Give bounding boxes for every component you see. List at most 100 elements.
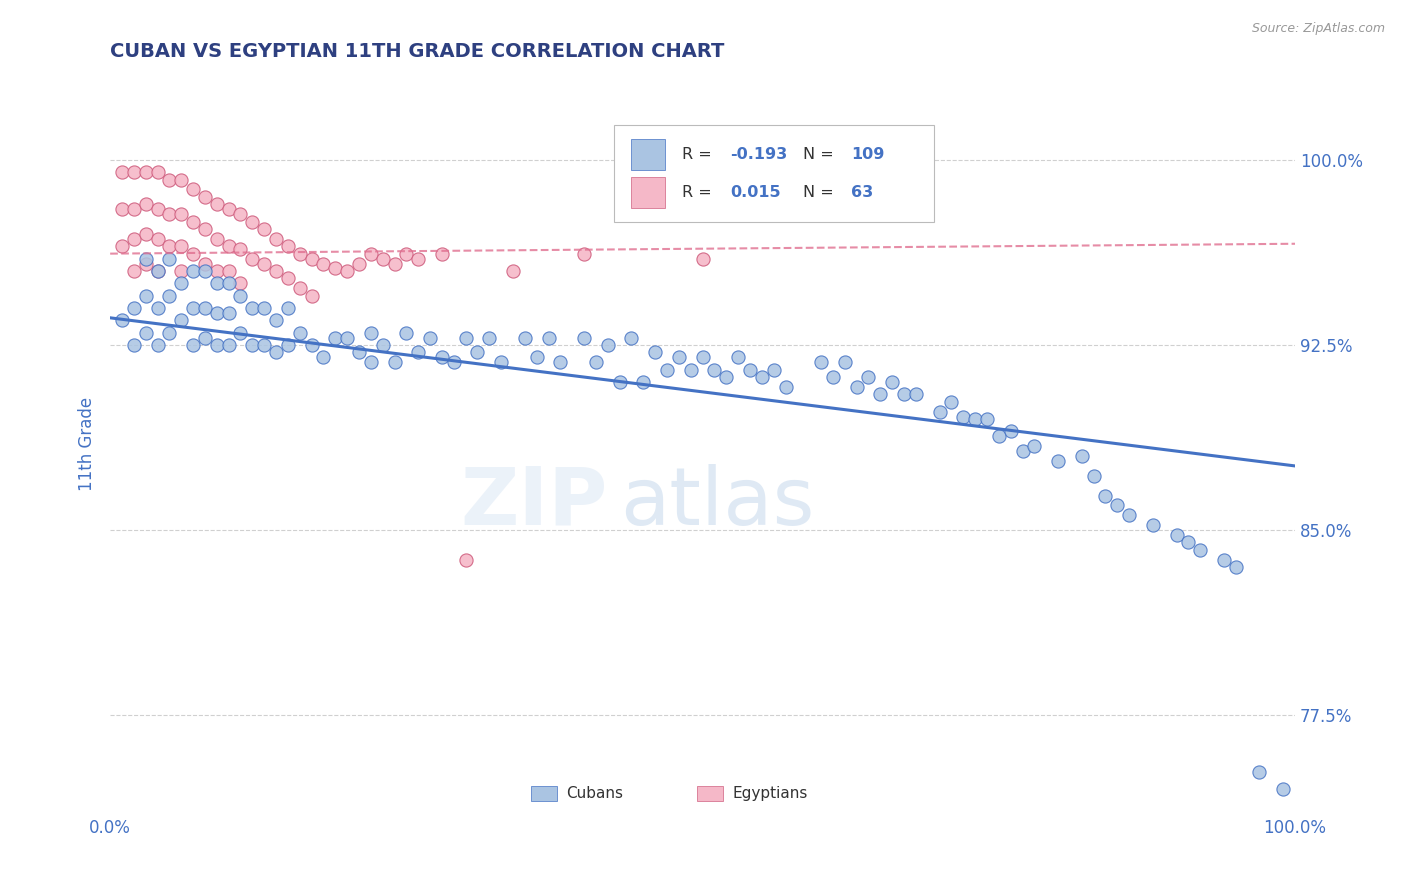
Point <box>122 338 145 352</box>
Point <box>965 412 987 426</box>
Point <box>157 326 180 340</box>
Point <box>122 232 145 246</box>
Point <box>181 338 204 352</box>
Point <box>122 165 145 179</box>
Point <box>157 239 180 253</box>
Point <box>360 355 382 369</box>
Point <box>135 165 157 179</box>
Point <box>194 330 217 344</box>
Point <box>1024 439 1046 453</box>
Point <box>181 182 204 196</box>
Point <box>135 326 157 340</box>
Point <box>454 330 477 344</box>
Point <box>502 264 524 278</box>
Point <box>264 345 287 359</box>
Point <box>467 345 489 359</box>
Point <box>430 246 453 260</box>
Point <box>218 277 240 291</box>
Point <box>572 330 595 344</box>
Point <box>941 394 963 409</box>
Text: N =: N = <box>803 186 834 200</box>
Text: Cubans: Cubans <box>567 786 623 801</box>
Point <box>205 232 228 246</box>
Point <box>703 362 725 376</box>
Point <box>858 370 880 384</box>
Point <box>1249 765 1271 780</box>
Point <box>146 301 169 315</box>
Text: 0.015: 0.015 <box>730 186 780 200</box>
Point <box>170 207 193 221</box>
Point <box>111 239 134 253</box>
Point <box>478 330 501 344</box>
Text: 63: 63 <box>851 186 873 200</box>
Point <box>550 355 572 369</box>
Point <box>194 190 217 204</box>
Point <box>135 252 157 266</box>
Text: CUBAN VS EGYPTIAN 11TH GRADE CORRELATION CHART: CUBAN VS EGYPTIAN 11TH GRADE CORRELATION… <box>110 42 724 61</box>
Point <box>205 277 228 291</box>
Point <box>146 165 169 179</box>
Point <box>384 355 406 369</box>
Point <box>904 387 927 401</box>
Point <box>229 277 252 291</box>
Point <box>229 242 252 256</box>
Point <box>976 412 998 426</box>
Point <box>170 264 193 278</box>
Point <box>762 362 785 376</box>
Point <box>170 313 193 327</box>
Point <box>170 277 193 291</box>
Point <box>323 330 346 344</box>
Point <box>277 239 299 253</box>
Point <box>655 362 678 376</box>
Text: ZIP: ZIP <box>461 464 607 542</box>
Point <box>987 429 1010 443</box>
Point <box>218 338 240 352</box>
Point <box>679 362 702 376</box>
Point <box>111 165 134 179</box>
Point <box>775 380 797 394</box>
Point <box>406 345 429 359</box>
Text: Source: ZipAtlas.com: Source: ZipAtlas.com <box>1251 22 1385 36</box>
Point <box>1166 528 1188 542</box>
Point <box>194 222 217 236</box>
Point <box>122 301 145 315</box>
Point <box>229 326 252 340</box>
Point <box>181 246 204 260</box>
Point <box>288 326 311 340</box>
Point <box>609 375 631 389</box>
Point <box>240 214 263 228</box>
Point <box>620 330 643 344</box>
Point <box>146 264 169 278</box>
Point <box>146 232 169 246</box>
Point <box>240 301 263 315</box>
Point <box>489 355 512 369</box>
Point <box>135 288 157 302</box>
FancyBboxPatch shape <box>614 125 934 221</box>
Point <box>692 252 714 266</box>
Point <box>181 301 204 315</box>
Point <box>146 202 169 217</box>
Point <box>1047 454 1070 468</box>
Point <box>1225 560 1247 574</box>
Point <box>218 202 240 217</box>
Point <box>1189 542 1212 557</box>
Point <box>716 370 738 384</box>
Point <box>264 313 287 327</box>
Point <box>312 256 335 270</box>
Point <box>869 387 891 401</box>
Point <box>181 264 204 278</box>
Point <box>181 214 204 228</box>
Text: Egyptians: Egyptians <box>733 786 807 801</box>
Point <box>135 227 157 241</box>
Point <box>751 370 773 384</box>
Point <box>218 306 240 320</box>
Point <box>301 252 323 266</box>
Point <box>928 404 950 418</box>
Point <box>585 355 607 369</box>
Point <box>526 351 548 365</box>
Y-axis label: 11th Grade: 11th Grade <box>79 397 96 491</box>
Point <box>277 338 299 352</box>
Point <box>157 207 180 221</box>
Point <box>218 264 240 278</box>
Point <box>111 202 134 217</box>
